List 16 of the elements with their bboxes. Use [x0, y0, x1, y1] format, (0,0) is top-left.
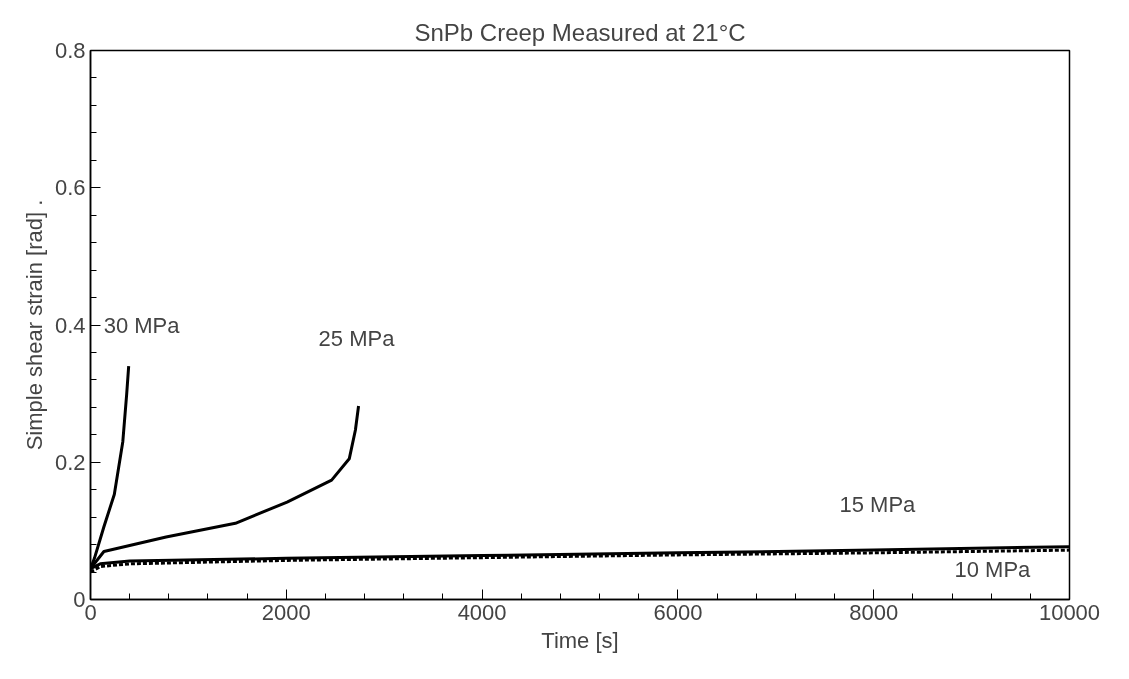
chart-title: SnPb Creep Measured at 21°C: [414, 18, 746, 46]
series-label: 15 MPa: [839, 491, 917, 517]
y-tick-label: 0.6: [54, 175, 86, 201]
series-label: 10 MPa: [954, 557, 1032, 583]
x-tick-label: 4000: [457, 599, 507, 625]
x-axis-title: Time [s]: [541, 627, 619, 653]
y-tick-label: 0.2: [54, 449, 86, 475]
y-tick-label: 0.4: [54, 312, 86, 338]
x-tick-label: 2000: [261, 599, 311, 625]
text: 25 MPa: [318, 325, 396, 351]
series-label: 30 MPa: [103, 313, 181, 339]
y-axis-title: Simple shear strain [rad] .: [21, 199, 47, 451]
x-tick-label: 6000: [653, 599, 703, 625]
y-tick-label: 0.8: [54, 38, 86, 63]
x-tick-label: 10000: [1038, 599, 1101, 625]
x-tick-label: 8000: [849, 599, 899, 625]
